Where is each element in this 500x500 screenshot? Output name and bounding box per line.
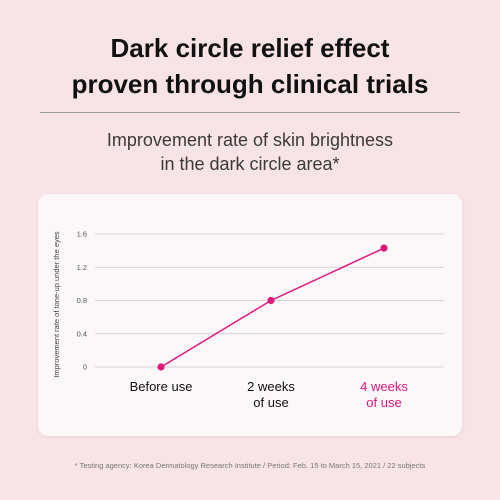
headline-line-2: proven through clinical trials	[71, 69, 429, 99]
chart-subtitle: Improvement rate of skin brightness in t…	[0, 128, 500, 176]
subtitle-line-2: in the dark circle area*	[160, 154, 340, 174]
y-tick-label: 1.2	[77, 263, 87, 272]
x-category-label: 2 weeks of use	[247, 379, 295, 410]
footnote: * Testing agency: Korea Dermatology Rese…	[74, 461, 426, 470]
data-point	[267, 296, 275, 305]
y-tick-label: 1.6	[77, 230, 87, 239]
x-category-label: 4 weeks of use	[360, 379, 408, 410]
y-tick-label: 0.8	[77, 296, 87, 305]
y-axis-label: Improvement rate of tone-up under the ey…	[52, 231, 61, 378]
data-point	[157, 363, 165, 371]
line-chart: 0 0.4 0.8 1.2 1.6 Improvement rate of tone-up…	[52, 230, 444, 410]
y-tick-label: 0.4	[77, 329, 87, 338]
chart-card: 0 0.4 0.8 1.2 1.6 Improvement rate of tone-up…	[38, 194, 462, 436]
headline-line-1: Dark circle relief effect	[110, 33, 390, 63]
x-category-label: Before use	[130, 379, 193, 394]
subtitle-line-1: Improvement rate of skin brightness	[106, 130, 394, 150]
headline: Dark circle relief effect proven through…	[0, 30, 500, 102]
divider	[40, 112, 460, 113]
series-line	[160, 247, 385, 368]
y-tick-label: 0	[83, 363, 87, 372]
data-point	[380, 244, 388, 252]
